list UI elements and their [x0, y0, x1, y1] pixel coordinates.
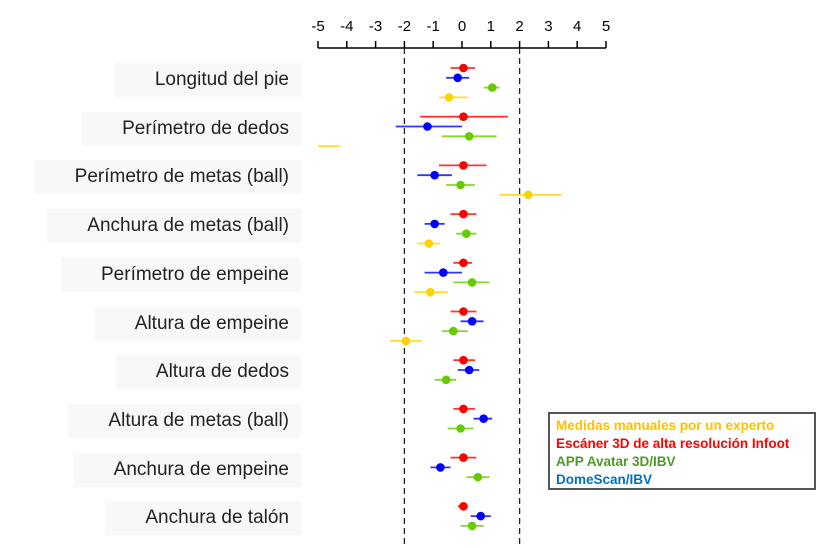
point-estimate — [438, 268, 448, 277]
x-tick-label: 2 — [515, 18, 523, 35]
point-estimate — [424, 239, 434, 248]
x-tick-label: -2 — [398, 18, 411, 35]
x-tick-label: 4 — [573, 18, 581, 35]
category-label: Altura de metas (ball) — [68, 403, 301, 438]
category-label: Anchura de empeine — [73, 452, 301, 487]
category-label: Perímetro de empeine — [61, 257, 301, 292]
point-estimate — [459, 355, 468, 365]
x-tick-label: 5 — [602, 18, 610, 35]
point-estimate — [401, 336, 411, 346]
point-estimate — [459, 502, 468, 511]
category-label: Perímetro de metas (ball) — [34, 160, 301, 195]
point-estimate — [453, 73, 462, 83]
legend: Medidas manuales por un experto Escáner 3… — [548, 412, 816, 490]
point-estimate — [430, 170, 439, 180]
category-label: Anchura de talón — [105, 501, 301, 536]
point-estimate — [467, 278, 477, 287]
point-estimate — [459, 63, 468, 73]
x-tick-label: -3 — [369, 18, 382, 35]
x-tick-label: -1 — [427, 18, 440, 35]
point-estimate — [430, 219, 439, 229]
legend-entry: DomeScan/IBV — [556, 472, 653, 487]
legend-entry: APP Avatar 3D/IBV — [556, 454, 676, 469]
point-estimate — [464, 365, 474, 375]
point-estimate — [459, 161, 468, 170]
category-label: Perímetro de dedos — [82, 111, 301, 146]
point-estimate — [459, 307, 468, 316]
point-estimate — [444, 93, 454, 102]
point-estimate — [479, 414, 488, 424]
category-label: Longitud del pie — [114, 63, 301, 97]
point-estimate — [459, 258, 468, 268]
x-tick-label: 1 — [487, 18, 495, 35]
x-tick-label: 0 — [458, 18, 466, 35]
legend-entry: Medidas manuales por un experto — [556, 418, 775, 433]
category-label: Altura de empeine — [94, 306, 301, 341]
point-estimate — [462, 229, 471, 238]
point-estimate — [467, 317, 477, 326]
point-estimate — [441, 375, 451, 385]
point-estimate — [449, 326, 458, 336]
x-tick-label: -4 — [340, 18, 353, 35]
category-label: Anchura de metas (ball) — [47, 209, 301, 244]
point-estimate — [426, 287, 435, 297]
point-estimate — [456, 424, 465, 433]
x-tick-label: 3 — [544, 18, 552, 35]
point-estimate — [459, 209, 468, 219]
point-estimate — [523, 190, 533, 200]
legend-entry: Escáner 3D de alta resolución Infoot — [556, 436, 790, 451]
point-estimate — [459, 112, 468, 121]
point-estimate — [456, 180, 465, 190]
point-estimate — [459, 453, 468, 462]
point-estimate — [476, 511, 486, 521]
point-estimate — [464, 132, 474, 141]
category-label: Altura de dedos — [115, 355, 301, 390]
point-estimate — [473, 472, 483, 482]
x-tick-label: -5 — [311, 18, 324, 35]
point-estimate — [436, 463, 445, 472]
point-estimate — [423, 122, 432, 131]
point-estimate — [459, 404, 468, 414]
point-estimate — [467, 521, 477, 531]
point-estimate — [487, 83, 497, 92]
